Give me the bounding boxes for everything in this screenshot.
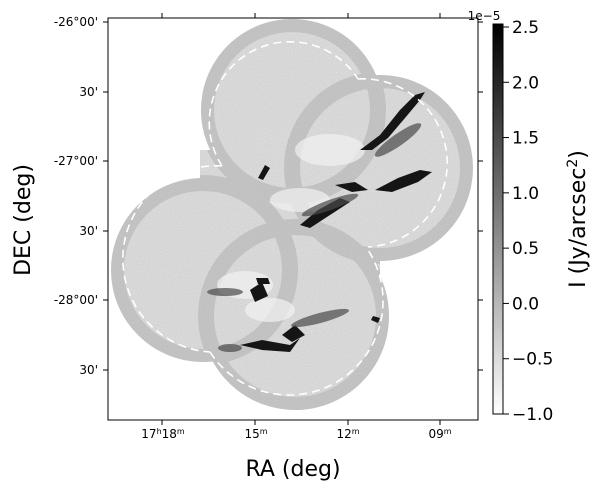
mosaic-image — [111, 19, 473, 410]
y-axis-label: DEC (deg) — [11, 164, 36, 276]
colorbar-tick-label-3: 1.0 — [512, 184, 539, 204]
colorbar-tick-label-2: 1.5 — [512, 129, 539, 149]
y-tick-label-2: -27°00' — [54, 154, 98, 168]
colorbar-gradient — [492, 23, 504, 415]
colorbar-tick-label-1: 2.0 — [512, 73, 539, 93]
colorbar-multiplier: 1e−5 — [468, 9, 501, 23]
colorbar-label: I (Jy/arcsec2) — [565, 150, 591, 288]
colorbar: 1e−5 2.5 2.0 1.5 1.0 0.5 0.0 −0.5 −1.0 I (Jy/ar… — [468, 9, 591, 425]
y-tick-label-5: 30' — [79, 363, 98, 377]
y-tick-label-0: -26°00' — [54, 15, 98, 29]
plot-frame — [107, 17, 479, 421]
x-ticks: 17h18m 15m 12m 09m — [141, 13, 452, 442]
x-tick-label-3: 09m — [428, 427, 451, 442]
colorbar-tick-label-6: −0.5 — [512, 350, 553, 370]
x-tick-label-0: 17h18m — [141, 427, 185, 442]
colorbar-tick-label-5: 0.0 — [512, 294, 539, 314]
y-ticks: -26°00' 30' -27°00' 30' -28°00' 30' — [54, 15, 483, 377]
y-tick-label-4: -28°00' — [54, 293, 98, 307]
colorbar-tick-label-0: 2.5 — [512, 18, 539, 38]
colorbar-tick-label-7: −1.0 — [512, 405, 553, 425]
x-tick-label-2: 12m — [336, 427, 359, 442]
field-contours — [122, 40, 448, 396]
x-tick-label-1: 15m — [244, 427, 267, 442]
colorbar-tick-label-4: 0.5 — [512, 239, 539, 259]
x-axis-label: RA (deg) — [245, 457, 340, 482]
y-tick-label-3: 30' — [79, 224, 98, 238]
y-tick-label-1: 30' — [79, 85, 98, 99]
